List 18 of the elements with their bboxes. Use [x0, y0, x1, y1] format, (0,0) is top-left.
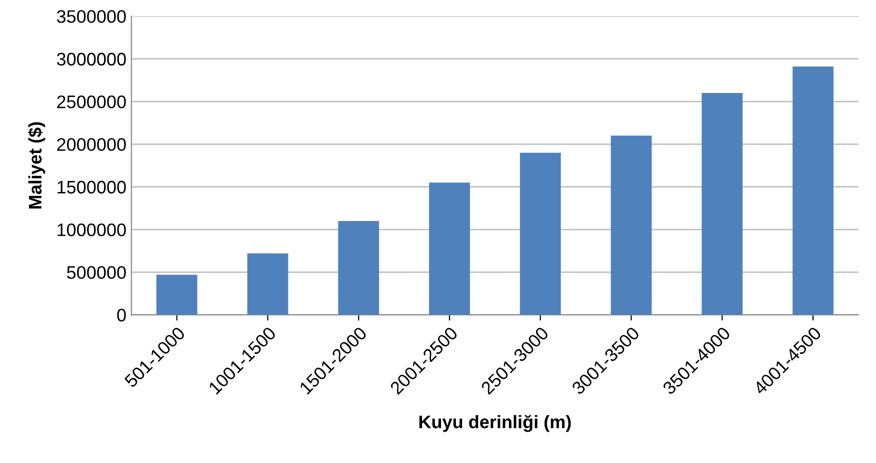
bar	[429, 182, 470, 315]
bar	[338, 220, 380, 315]
y-axis-title: Maliyet ($)	[28, 122, 46, 208]
y-tick-label: 3000000	[56, 52, 126, 66]
y-tick-label: 2000000	[57, 138, 126, 151]
bar	[520, 152, 561, 315]
bar	[792, 66, 834, 315]
bar	[247, 253, 288, 315]
bar	[156, 274, 198, 315]
x-axis-title: Kuyu derinliği (m)	[419, 414, 571, 432]
bar	[610, 136, 652, 315]
y-tick-label: 3500000	[56, 10, 126, 23]
y-tick-label: 1000000	[58, 223, 126, 236]
y-tick-label: 2500000	[57, 95, 126, 108]
y-tick-label: 1500000	[58, 180, 126, 194]
y-tick-label: 0	[117, 308, 126, 322]
bar	[702, 92, 743, 315]
y-tick-label: 500000	[67, 266, 126, 279]
